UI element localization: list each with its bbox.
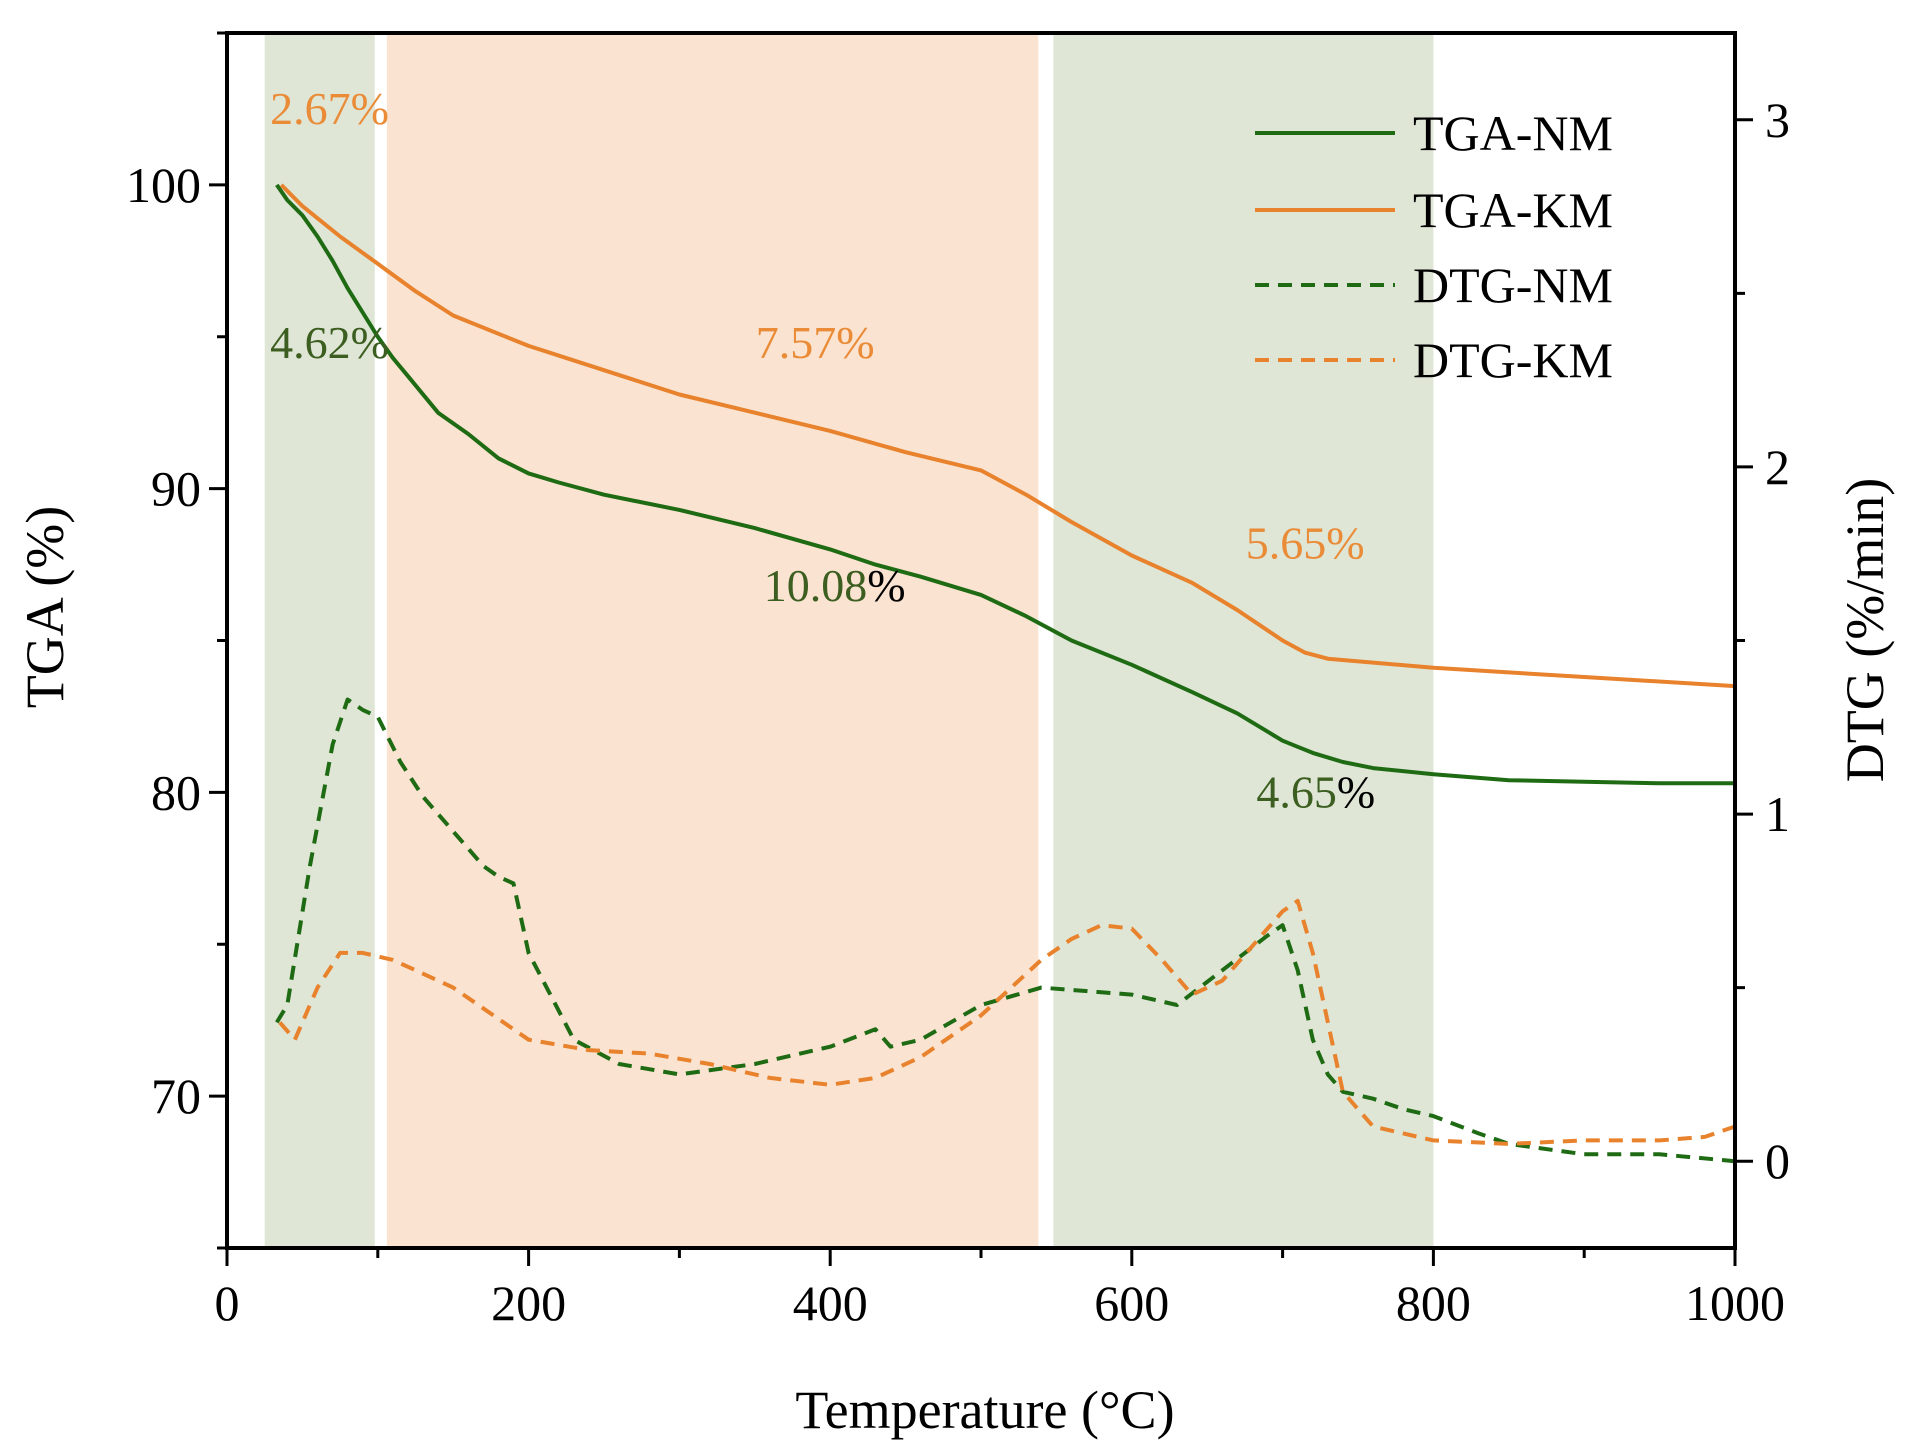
x-tick-label: 400 — [793, 1275, 868, 1331]
y-right-tick-label: 1 — [1765, 786, 1790, 842]
legend-label-dtg-nm: DTG-NM — [1413, 257, 1613, 313]
y-axis-left-label: TGA (%) — [15, 506, 75, 708]
y-left-tick-label: 100 — [126, 157, 201, 213]
x-tick-label: 800 — [1396, 1275, 1471, 1331]
legend-label-tga-km: TGA-KM — [1413, 182, 1613, 238]
x-tick-label: 600 — [1094, 1275, 1169, 1331]
region-band-1 — [264, 33, 375, 1248]
dtg-km-line — [278, 898, 1736, 1146]
y-left-tick-label: 90 — [151, 461, 201, 517]
x-axis-label: Temperature (°C) — [795, 1380, 1174, 1440]
region-band-3 — [1053, 33, 1434, 1248]
series-lines — [275, 183, 1736, 1164]
y-left-tick-label: 80 — [151, 764, 201, 820]
weight-loss-label: 2.67% — [270, 83, 389, 134]
y-right-tick-label: 2 — [1765, 439, 1790, 495]
weight-loss-label: 4.65% — [1256, 767, 1375, 818]
y-right-tick-label: 0 — [1765, 1133, 1790, 1189]
weight-loss-annotations: 2.67% 4.62% 7.57% 10.08% 5.65% 4.65% — [270, 83, 1375, 817]
y-axis-right-label: DTG (%/min) — [1835, 478, 1895, 782]
legend-label-tga-nm: TGA-NM — [1413, 105, 1613, 161]
x-tick-label: 200 — [491, 1275, 566, 1331]
legend-label-dtg-km: DTG-KM — [1413, 332, 1613, 388]
weight-loss-label: 4.62% — [270, 317, 389, 368]
tga-km-line — [279, 183, 1736, 689]
legend: TGA-NM TGA-KM DTG-NM DTG-KM — [1255, 105, 1613, 388]
dtg-nm-line — [275, 697, 1736, 1164]
temperature-region-bands — [264, 33, 1434, 1248]
x-tick-label: 1000 — [1685, 1275, 1785, 1331]
x-tick-label: 0 — [215, 1275, 240, 1331]
tga-nm-line — [275, 183, 1735, 786]
weight-loss-label: 7.57% — [756, 317, 875, 368]
weight-loss-label: 10.08% — [764, 560, 906, 611]
region-band-2 — [386, 33, 1039, 1248]
weight-loss-label: 5.65% — [1246, 517, 1365, 568]
y-left-tick-label: 70 — [151, 1068, 201, 1124]
y-right-tick-label: 3 — [1765, 92, 1790, 148]
